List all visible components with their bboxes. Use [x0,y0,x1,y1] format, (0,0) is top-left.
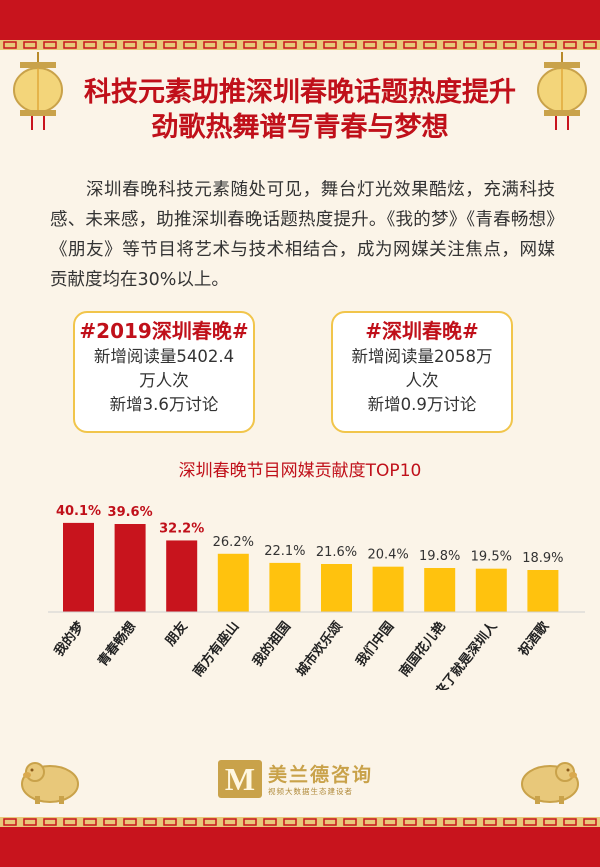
data-label: 20.4% [367,548,408,563]
chart-title: 深圳春晚节目网媒贡献度TOP10 [178,461,422,481]
bar [217,553,249,612]
bar [166,540,198,612]
category-label: 朋友 [162,619,191,650]
bar [321,564,352,612]
data-label: 22.1% [264,544,305,559]
category-label: 祝酒歌 [515,618,552,659]
pig-ornament-icon [521,762,579,804]
stat-card: #2019深圳春晚# 新增阅读量5402.4 万人次 新增3.6万讨论 [73,311,255,433]
page-title: 科技元素助推深圳春晚话题热度提升 [84,77,516,108]
brand-tagline: 视频大数据生态建设者 [268,787,353,796]
bottom-pattern [0,817,600,827]
data-label: 18.9% [522,551,563,566]
category-label: 我们中国 [353,619,398,670]
category-label: 我的祖国 [249,619,294,670]
category-label: 城市欢乐颂 [293,619,346,680]
page-subtitle: 劲歌热舞谱写青春与梦想 [151,112,449,143]
stat-line: 新增阅读量5402.4 [93,347,235,366]
lantern-icon [13,52,63,130]
bar-chart: 40.1% 我的梦 39.6% 青春畅想 32.2% 朋友 26.2% 南方有座山 22.1% 我… [48,504,585,690]
brand-name: 美兰德咨询 [268,764,374,786]
stat-line: 新增3.6万讨论 [109,395,219,414]
brand-logo: M [218,760,262,798]
bar [475,568,507,612]
data-label: 32.2% [159,521,204,536]
bottom-banner [0,827,600,867]
stat-line: 人次 [405,371,439,390]
data-label: 19.8% [419,549,460,564]
bar [527,570,559,612]
bar [269,562,301,612]
lantern-icon [537,52,587,130]
data-label: 21.6% [316,545,357,560]
data-label: 40.1% [56,504,101,519]
category-label: 我的梦 [51,618,88,659]
intro-paragraph: 深圳春晚科技元素随处可见，舞台灯光效果酷炫，充满科技感、未来感，助推深圳春晚话题… [50,180,555,290]
stat-card: #深圳春晚# 新增阅读量2058万 人次 新增0.9万讨论 [331,311,513,433]
stat-line: 新增阅读量2058万 [351,347,493,366]
logo-letter: M [225,761,255,797]
bar [63,522,94,612]
category-label: 南国花儿艳 [396,619,449,680]
top-banner [0,0,600,40]
stat-line: 新增0.9万讨论 [367,395,477,414]
stat-line: 万人次 [139,371,189,390]
category-label: 青春畅想 [95,619,140,670]
category-label: 南方有座山 [190,619,243,680]
bar [372,566,404,612]
hashtag-label: #深圳春晚# [365,319,479,343]
bar [114,524,146,612]
data-label: 26.2% [213,535,254,550]
hashtag-label: #2019深圳春晚# [79,319,249,343]
top-pattern [0,40,600,50]
data-label: 19.5% [471,550,512,565]
pig-ornament-icon [21,762,79,804]
bar [424,568,456,612]
data-label: 39.6% [108,505,153,520]
